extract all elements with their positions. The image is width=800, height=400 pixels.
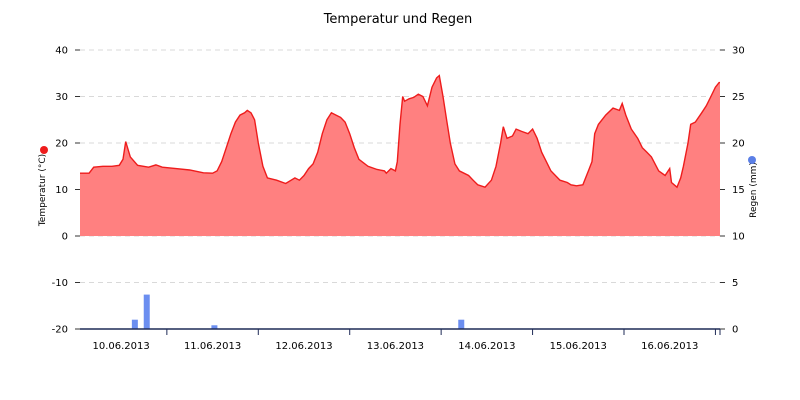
rain-legend-marker (748, 156, 756, 164)
right-y-axis-ticks: 0 5 10 15 20 25 30 (720, 46, 745, 336)
x-tick-label: 11.06.2013 (184, 341, 241, 352)
left-tick-label: -20 (52, 325, 68, 336)
y-axis-title-right: Regen (mm) (749, 162, 759, 218)
right-tick-label: 5 (732, 278, 738, 289)
x-tick-label: 12.06.2013 (275, 341, 332, 352)
right-tick-label: 25 (732, 92, 745, 103)
x-tick-label: 10.06.2013 (93, 341, 150, 352)
rain-bar (458, 319, 465, 329)
x-tick-label: 16.06.2013 (641, 341, 698, 352)
left-tick-label: 40 (55, 46, 68, 57)
temperature-legend-marker (40, 146, 48, 154)
rain-bar (143, 294, 150, 329)
left-tick-label: -10 (52, 278, 68, 289)
right-tick-label: 10 (732, 232, 745, 243)
left-tick-label: 20 (55, 139, 68, 150)
x-tick-label: 14.06.2013 (458, 341, 515, 352)
x-tick-label: 15.06.2013 (550, 341, 607, 352)
left-tick-label: 30 (55, 92, 68, 103)
temperature-area (80, 75, 720, 236)
rain-bar (131, 319, 138, 329)
rain-bar (211, 325, 218, 329)
left-tick-label: 0 (62, 232, 68, 243)
chart-title: Temperatur und Regen (323, 12, 473, 27)
right-tick-label: 30 (732, 46, 745, 57)
temperature-line (80, 74, 720, 189)
rain-series (131, 294, 465, 329)
y-axis-title-left: Temperatur (°C) (38, 154, 48, 227)
right-tick-label: 15 (732, 185, 745, 196)
right-tick-label: 0 (732, 325, 738, 336)
left-y-axis-ticks: -20 -10 0 10 20 30 40 (52, 46, 80, 336)
left-tick-label: 10 (55, 185, 68, 196)
x-axis-ticks: 10.06.2013 11.06.2013 12.06.2013 13.06.2013… (93, 329, 721, 352)
right-tick-label: 20 (732, 139, 745, 150)
temperature-series (80, 74, 720, 236)
x-tick-label: 13.06.2013 (367, 341, 424, 352)
